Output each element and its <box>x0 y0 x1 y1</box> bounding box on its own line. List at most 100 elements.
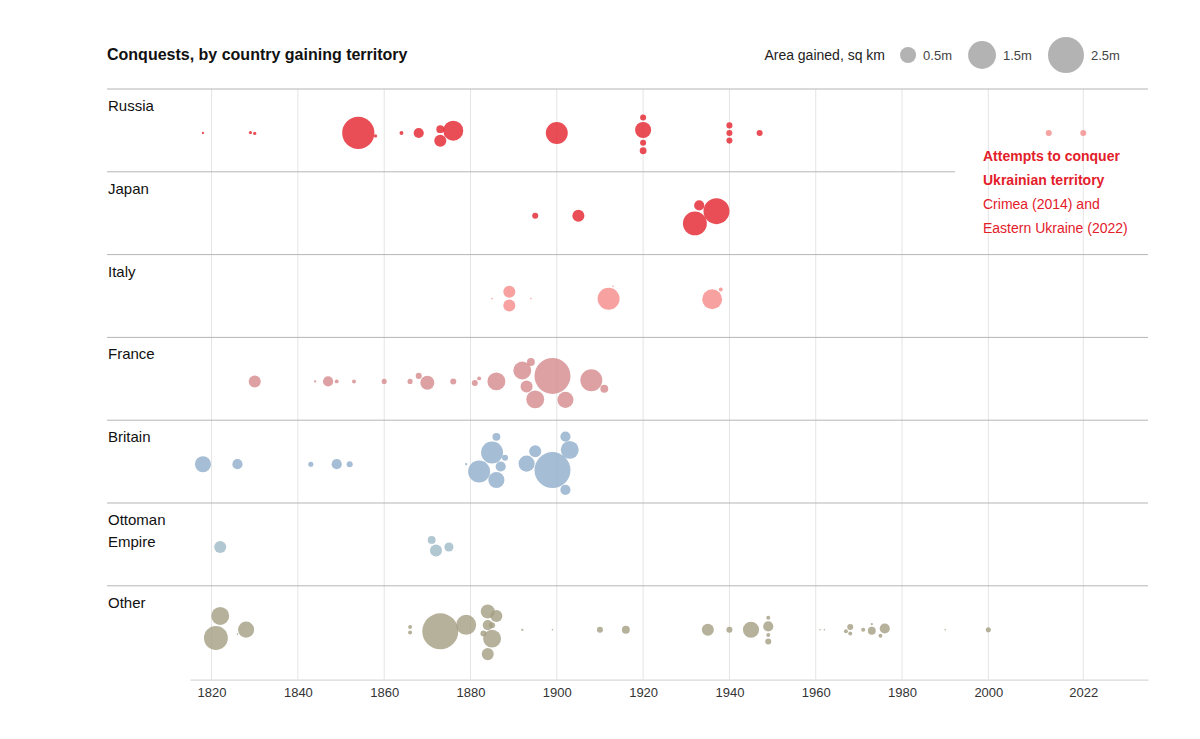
bubble <box>342 117 374 149</box>
bubble <box>726 627 732 633</box>
bubble <box>861 628 865 632</box>
annotation-title: Ukrainian territory <box>983 172 1105 188</box>
bubble <box>597 627 603 633</box>
legend-label: 0.5m <box>923 48 952 63</box>
bubble <box>249 131 252 134</box>
tick: 1920 <box>629 680 658 700</box>
bubble <box>436 125 444 133</box>
bubble <box>871 623 873 625</box>
bubble <box>408 379 413 384</box>
tick-label: 1880 <box>457 685 486 700</box>
bubble <box>844 629 848 633</box>
tick-label: 1960 <box>802 685 831 700</box>
bubble <box>483 630 501 648</box>
bubble <box>552 629 554 631</box>
bubble <box>238 622 254 638</box>
legend-title: Area gained, sq km <box>764 47 885 63</box>
tick-label: 2000 <box>974 685 1003 700</box>
bubble <box>986 627 991 632</box>
bubble <box>944 629 946 631</box>
bubble <box>314 380 316 382</box>
bubble <box>204 626 228 650</box>
row-label: France <box>108 345 155 362</box>
tick: 1820 <box>198 680 227 700</box>
row-label-line: Other <box>108 594 146 611</box>
bubble <box>530 298 532 300</box>
bubble <box>868 627 876 635</box>
tick-label: 1900 <box>543 685 572 700</box>
bubble <box>580 369 602 391</box>
grid-line <box>902 89 903 680</box>
bubble <box>456 615 476 635</box>
bubble <box>612 285 614 287</box>
tick: 1900 <box>543 680 572 700</box>
grid-line <box>297 89 298 680</box>
bubble <box>598 288 620 310</box>
bubble <box>232 459 242 469</box>
bubble <box>211 607 229 625</box>
bubble <box>702 624 714 636</box>
bubble <box>766 633 770 637</box>
bubble <box>503 286 515 298</box>
tick-label: 1840 <box>284 685 313 700</box>
row-label: Other <box>108 594 146 611</box>
chart: Conquests, by country gaining territory A… <box>0 0 1200 739</box>
bubble <box>347 461 353 467</box>
bubble <box>719 287 723 291</box>
annotation-title: Attempts to conquer <box>983 148 1120 164</box>
bubble <box>726 138 732 144</box>
bubble <box>635 122 651 138</box>
row-label-line: Russia <box>108 97 155 114</box>
bubble <box>532 213 538 219</box>
bubble <box>489 622 495 628</box>
bubble <box>408 631 412 635</box>
legend-bubble <box>1048 37 1084 73</box>
bubble <box>477 376 481 380</box>
bubble <box>526 390 544 408</box>
bubble <box>521 629 523 631</box>
bubble <box>560 431 570 441</box>
bubble <box>600 385 608 393</box>
tick-label: 1860 <box>370 685 399 700</box>
tick-label: 2022 <box>1069 685 1098 700</box>
bubble <box>308 462 313 467</box>
bubble <box>572 210 584 222</box>
bubble <box>202 132 204 134</box>
row-separator <box>107 89 1148 90</box>
axis-line <box>191 680 1149 681</box>
row-separator <box>107 337 1148 338</box>
bubble <box>472 380 478 386</box>
bubble <box>481 442 503 464</box>
tick-label: 1940 <box>715 685 744 700</box>
bubble <box>527 358 535 366</box>
bubble <box>352 379 356 383</box>
bubble <box>766 616 770 620</box>
bubble <box>683 211 707 235</box>
bubble <box>557 392 573 408</box>
bubbles <box>195 114 1086 660</box>
bubble <box>374 134 377 137</box>
bubble <box>878 634 882 638</box>
grid-line <box>470 89 471 680</box>
bubble <box>420 376 434 390</box>
bubble <box>765 639 771 645</box>
bubble <box>253 132 256 135</box>
bubble <box>726 130 732 136</box>
legend-label: 1.5m <box>1003 48 1032 63</box>
tick: 2000 <box>974 680 1003 700</box>
bubble <box>848 632 852 636</box>
row-separator <box>107 420 1148 421</box>
tick-label: 1820 <box>198 685 227 700</box>
bubble <box>408 625 412 629</box>
bubble <box>880 623 890 633</box>
bubble <box>529 445 541 457</box>
tick: 1960 <box>802 680 831 700</box>
grid-line <box>211 89 212 680</box>
title: Conquests, by country gaining territory <box>107 46 408 63</box>
row-label: Italy <box>108 263 136 280</box>
x-axis: 1820184018601880190019201940196019802000… <box>191 680 1149 700</box>
bubble <box>487 372 505 390</box>
bubble <box>1080 130 1086 136</box>
row-separator <box>107 585 1148 586</box>
bubble <box>335 379 339 383</box>
